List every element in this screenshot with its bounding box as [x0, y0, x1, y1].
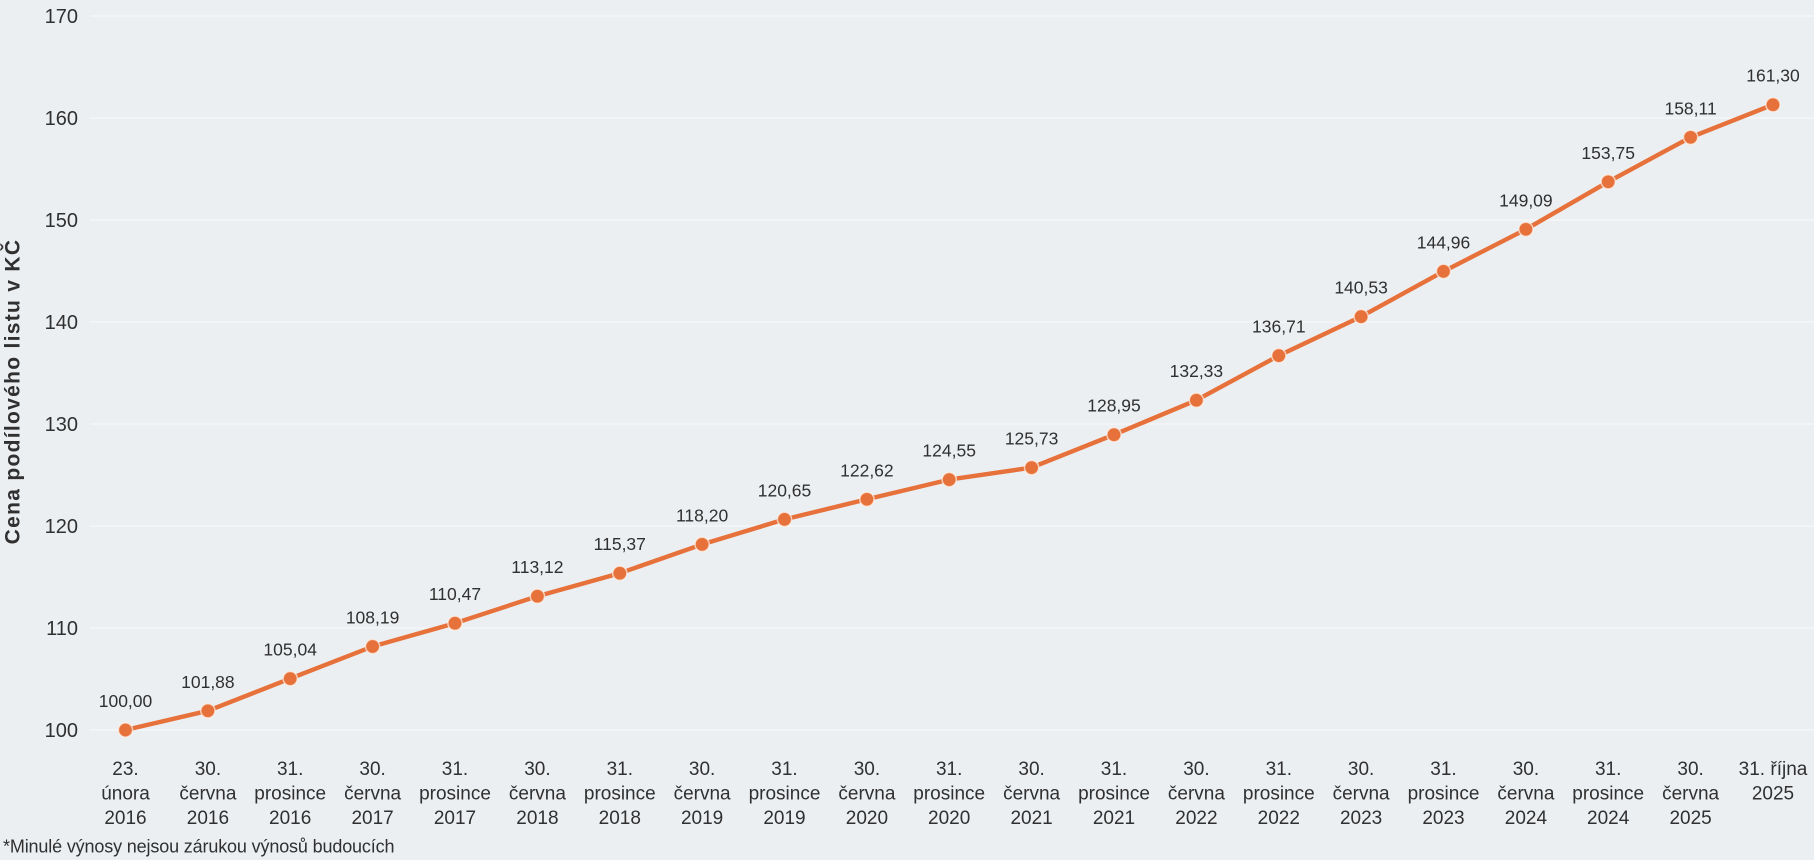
svg-text:31.: 31. [1430, 759, 1456, 780]
svg-text:105,04: 105,04 [263, 640, 317, 660]
svg-text:2024: 2024 [1587, 808, 1630, 829]
svg-text:června: června [1168, 784, 1225, 805]
svg-text:161,30: 161,30 [1746, 66, 1800, 86]
svg-text:31.: 31. [277, 759, 303, 780]
svg-text:2019: 2019 [763, 808, 805, 829]
svg-text:130: 130 [45, 414, 78, 436]
svg-text:února: února [101, 784, 150, 805]
svg-text:170: 170 [45, 6, 78, 28]
svg-text:101,88: 101,88 [181, 672, 235, 692]
svg-text:2025: 2025 [1669, 808, 1711, 829]
svg-text:140: 140 [45, 312, 78, 334]
svg-text:113,12: 113,12 [511, 557, 563, 577]
svg-text:2024: 2024 [1505, 808, 1548, 829]
svg-text:2018: 2018 [516, 808, 558, 829]
svg-text:31.: 31. [771, 759, 797, 780]
svg-text:150: 150 [45, 210, 78, 232]
svg-text:160: 160 [45, 108, 78, 130]
svg-text:30.: 30. [1018, 759, 1044, 780]
svg-text:2025: 2025 [1752, 784, 1794, 805]
svg-text:140,53: 140,53 [1334, 278, 1388, 298]
svg-text:30.: 30. [195, 759, 221, 780]
svg-text:Cena podílového listu v KČ: Cena podílového listu v KČ [1, 239, 25, 545]
svg-text:30.: 30. [1183, 759, 1209, 780]
svg-text:30.: 30. [1677, 759, 1703, 780]
svg-text:června: června [838, 784, 895, 805]
svg-text:31. října: 31. října [1739, 759, 1808, 780]
svg-text:128,95: 128,95 [1087, 396, 1141, 416]
svg-text:110,47: 110,47 [429, 584, 481, 604]
svg-text:122,62: 122,62 [840, 460, 894, 480]
svg-text:31.: 31. [1101, 759, 1127, 780]
svg-text:prosince: prosince [1572, 784, 1644, 805]
svg-text:149,09: 149,09 [1499, 190, 1553, 210]
svg-text:100: 100 [45, 720, 78, 742]
svg-text:124,55: 124,55 [922, 441, 976, 461]
svg-text:108,19: 108,19 [346, 608, 400, 628]
svg-text:*Minulé výnosy nejsou zárukou: *Minulé výnosy nejsou zárukou výnosů bud… [3, 837, 394, 857]
svg-text:prosince: prosince [584, 784, 656, 805]
svg-text:115,37: 115,37 [594, 534, 646, 554]
svg-text:30.: 30. [1348, 759, 1374, 780]
svg-text:prosince: prosince [1408, 784, 1480, 805]
svg-text:110: 110 [46, 618, 78, 640]
svg-text:prosince: prosince [419, 784, 491, 805]
svg-text:června: června [674, 784, 731, 805]
svg-text:června: června [1003, 784, 1060, 805]
svg-text:2020: 2020 [928, 808, 970, 829]
svg-text:června: června [1497, 784, 1554, 805]
svg-text:2017: 2017 [351, 808, 393, 829]
svg-text:30.: 30. [524, 759, 550, 780]
svg-text:2018: 2018 [599, 808, 641, 829]
svg-text:158,11: 158,11 [1664, 98, 1716, 118]
svg-text:30.: 30. [689, 759, 715, 780]
svg-text:2016: 2016 [187, 808, 229, 829]
svg-text:2023: 2023 [1422, 808, 1464, 829]
svg-text:2022: 2022 [1175, 808, 1217, 829]
svg-text:prosince: prosince [1078, 784, 1150, 805]
svg-text:30.: 30. [1513, 759, 1539, 780]
svg-text:23.: 23. [112, 759, 138, 780]
svg-text:120,65: 120,65 [758, 480, 812, 500]
svg-text:prosince: prosince [254, 784, 326, 805]
svg-text:prosince: prosince [749, 784, 821, 805]
svg-text:125,73: 125,73 [1005, 429, 1059, 449]
svg-text:2020: 2020 [846, 808, 888, 829]
svg-text:31.: 31. [936, 759, 962, 780]
svg-text:června: června [509, 784, 566, 805]
svg-text:132,33: 132,33 [1170, 361, 1224, 381]
svg-text:prosince: prosince [1243, 784, 1315, 805]
svg-text:2023: 2023 [1340, 808, 1382, 829]
svg-text:června: června [1333, 784, 1390, 805]
svg-text:2017: 2017 [434, 808, 476, 829]
svg-text:31.: 31. [607, 759, 633, 780]
svg-text:31.: 31. [442, 759, 468, 780]
svg-text:144,96: 144,96 [1417, 232, 1471, 252]
svg-text:136,71: 136,71 [1252, 317, 1306, 337]
svg-text:června: června [344, 784, 401, 805]
svg-text:120: 120 [45, 516, 78, 538]
svg-text:31.: 31. [1595, 759, 1621, 780]
svg-text:118,20: 118,20 [676, 505, 728, 525]
svg-text:prosince: prosince [913, 784, 985, 805]
svg-text:června: června [1662, 784, 1719, 805]
svg-text:100,00: 100,00 [99, 691, 153, 711]
svg-text:2016: 2016 [269, 808, 311, 829]
svg-text:června: června [179, 784, 236, 805]
svg-text:2022: 2022 [1258, 808, 1300, 829]
svg-text:30.: 30. [359, 759, 385, 780]
svg-text:2021: 2021 [1093, 808, 1135, 829]
svg-text:2021: 2021 [1010, 808, 1052, 829]
svg-text:31.: 31. [1266, 759, 1292, 780]
svg-text:30.: 30. [854, 759, 880, 780]
svg-text:153,75: 153,75 [1581, 143, 1635, 163]
svg-text:2019: 2019 [681, 808, 723, 829]
svg-text:2016: 2016 [104, 808, 146, 829]
